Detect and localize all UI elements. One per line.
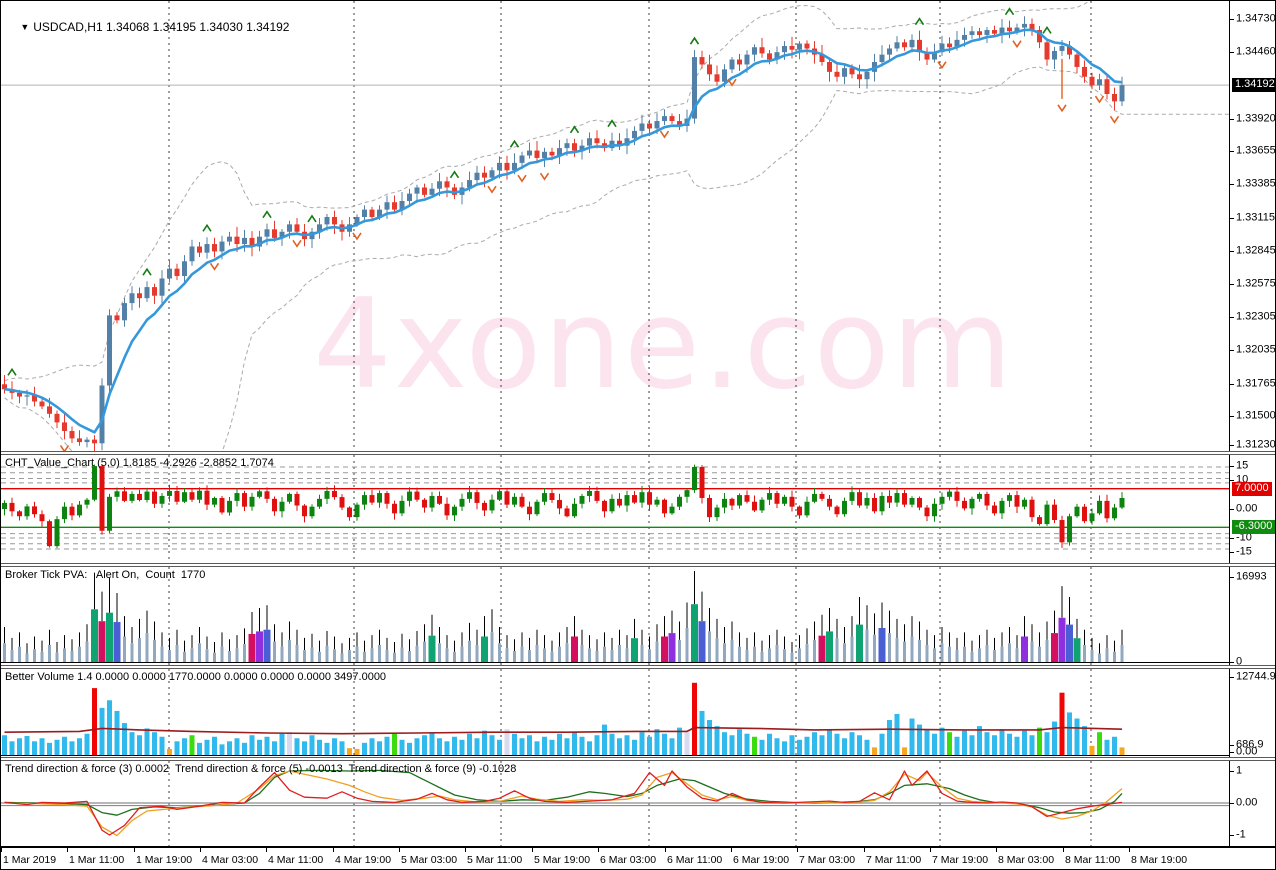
axis-tick-label: -10 — [1236, 531, 1252, 544]
axis-price-badge: 1.34192 — [1232, 78, 1275, 92]
time-axis-label: 5 Mar 03:00 — [401, 854, 458, 866]
axis-tick-label: 1.32035 — [1236, 343, 1276, 356]
axis-tick-label: 1.33115 — [1236, 211, 1275, 224]
panel-splitter[interactable] — [1, 665, 1275, 669]
symbol-timeframe: USDCAD,H1 — [33, 20, 103, 34]
title-ohlc-values: 1.34068 1.34195 1.34030 1.34192 — [105, 20, 290, 34]
axis-tick-label: 16993 — [1236, 570, 1267, 583]
time-axis[interactable]: 1 Mar 2019 1 Mar 11:00 1 Mar 19:00 4 Mar 03… — [1, 848, 1275, 869]
trend-force-panel: Trend direction & force (3) 0.0002 Trend… — [1, 761, 1275, 846]
time-axis-label: 7 Mar 03:00 — [799, 854, 856, 866]
cht-value-chart-panel: CHT_Value_Chart (5,0) 1.8185 -4.2926 -2.… — [1, 455, 1275, 563]
better-volume-plot[interactable] — [1, 669, 1229, 757]
tick-pva-axis[interactable]: 16993 0 — [1229, 567, 1275, 668]
axis-tick-label: 686.9 — [1236, 738, 1264, 751]
chart-frame-line — [1, 846, 1275, 848]
chart-title[interactable]: ▼ USDCAD,H1 1.34068 1.34195 1.34030 1.341… — [7, 6, 289, 48]
axis-price-badge: -6.3000 — [1232, 520, 1275, 534]
panel-splitter[interactable] — [1, 563, 1275, 567]
axis-tick-label: 15 — [1236, 459, 1249, 472]
time-axis-label: 1 Mar 2019 — [3, 854, 57, 866]
axis-tick-label: 0.00 — [1236, 745, 1258, 758]
axis-tick-label: 1.34730 — [1236, 12, 1276, 25]
watermark: 4xone.com — [313, 273, 1015, 417]
axis-tick-label: 10 — [1236, 473, 1249, 486]
axis-tick-label: 1.33655 — [1236, 144, 1276, 157]
axis-tick-label: 0.00 — [1236, 502, 1258, 515]
panel-splitter[interactable] — [1, 757, 1275, 761]
axis-tick-label: 1.33920 — [1236, 112, 1276, 125]
tick-pva-panel: Broker Tick PVA: Alert On, Count 1770 16… — [1, 567, 1275, 668]
axis-tick-label: 1.32575 — [1236, 277, 1276, 290]
time-axis-label: 6 Mar 11:00 — [667, 854, 723, 866]
time-axis-label: 8 Mar 11:00 — [1065, 854, 1121, 866]
main-price-panel: 1.34730 1.34460 1.33920 1.33655 1.33385 1.331… — [1, 1, 1276, 451]
axis-tick-label: 1.31500 — [1236, 409, 1276, 422]
tick-pva-panel-label: Broker Tick PVA: Alert On, Count 1770 — [5, 569, 206, 581]
axis-tick-label: -1 — [1236, 828, 1246, 841]
symbol-dropdown-icon[interactable]: ▼ — [20, 22, 30, 32]
axis-tick-label: 1.33385 — [1236, 177, 1276, 190]
time-axis-label: 8 Mar 19:00 — [1131, 854, 1188, 866]
axis-tick-label: 1.32305 — [1236, 310, 1276, 323]
price-axis[interactable]: 1.34730 1.34460 1.33920 1.33655 1.33385 1.331… — [1229, 1, 1276, 451]
time-axis-label: 6 Mar 03:00 — [600, 854, 657, 866]
axis-tick-label: 1.31765 — [1236, 377, 1276, 390]
panel-splitter[interactable] — [1, 451, 1275, 455]
time-axis-label: 8 Mar 03:00 — [998, 854, 1055, 866]
time-axis-label: 1 Mar 11:00 — [69, 854, 125, 866]
better-volume-panel-label: Better Volume 1.4 0.0000 0.0000 1770.000… — [5, 671, 387, 683]
axis-tick-label: 1.31230 — [1236, 438, 1276, 451]
time-axis-label: 7 Mar 11:00 — [866, 854, 922, 866]
axis-price-badge: 7.0000 — [1232, 482, 1272, 496]
better-volume-axis[interactable]: 12744.9 686.9 0.00 — [1229, 669, 1276, 758]
axis-tick-label: -15 — [1236, 545, 1252, 558]
time-axis-label: 5 Mar 11:00 — [467, 854, 523, 866]
axis-tick-label: 0 — [1236, 655, 1243, 668]
trend-axis[interactable]: 1 0.00 -1 — [1229, 761, 1275, 846]
axis-tick-label: 12744.9 — [1236, 670, 1276, 683]
axis-tick-label: 1 — [1236, 764, 1243, 777]
time-axis-label: 6 Mar 19:00 — [733, 854, 790, 866]
time-axis-label: 7 Mar 19:00 — [932, 854, 989, 866]
time-axis-label: 4 Mar 03:00 — [202, 854, 259, 866]
cht-plot[interactable] — [1, 455, 1229, 563]
axis-tick-label: 1.32845 — [1236, 244, 1276, 257]
trend-force-plot[interactable] — [1, 761, 1229, 846]
time-axis-label: 5 Mar 19:00 — [534, 854, 591, 866]
trend-panel-label: Trend direction & force (3) 0.0002 Trend… — [5, 763, 517, 775]
better-volume-panel: Better Volume 1.4 0.0000 0.0000 1770.000… — [1, 669, 1276, 758]
time-axis-label: 4 Mar 11:00 — [268, 854, 324, 866]
cht-panel-label: CHT_Value_Chart (5,0) 1.8185 -4.2926 -2.… — [5, 457, 274, 469]
tick-pva-plot[interactable] — [1, 567, 1229, 665]
time-axis-label: 4 Mar 19:00 — [335, 854, 392, 866]
axis-tick-label: 1.34460 — [1236, 45, 1276, 58]
main-chart-plot[interactable] — [1, 1, 1229, 451]
cht-axis[interactable]: 15 10 0.00 -10 -15 7.0000 -6.3000 — [1229, 455, 1275, 563]
time-axis-label: 1 Mar 19:00 — [136, 854, 193, 866]
axis-tick-label: 0.00 — [1236, 796, 1258, 809]
